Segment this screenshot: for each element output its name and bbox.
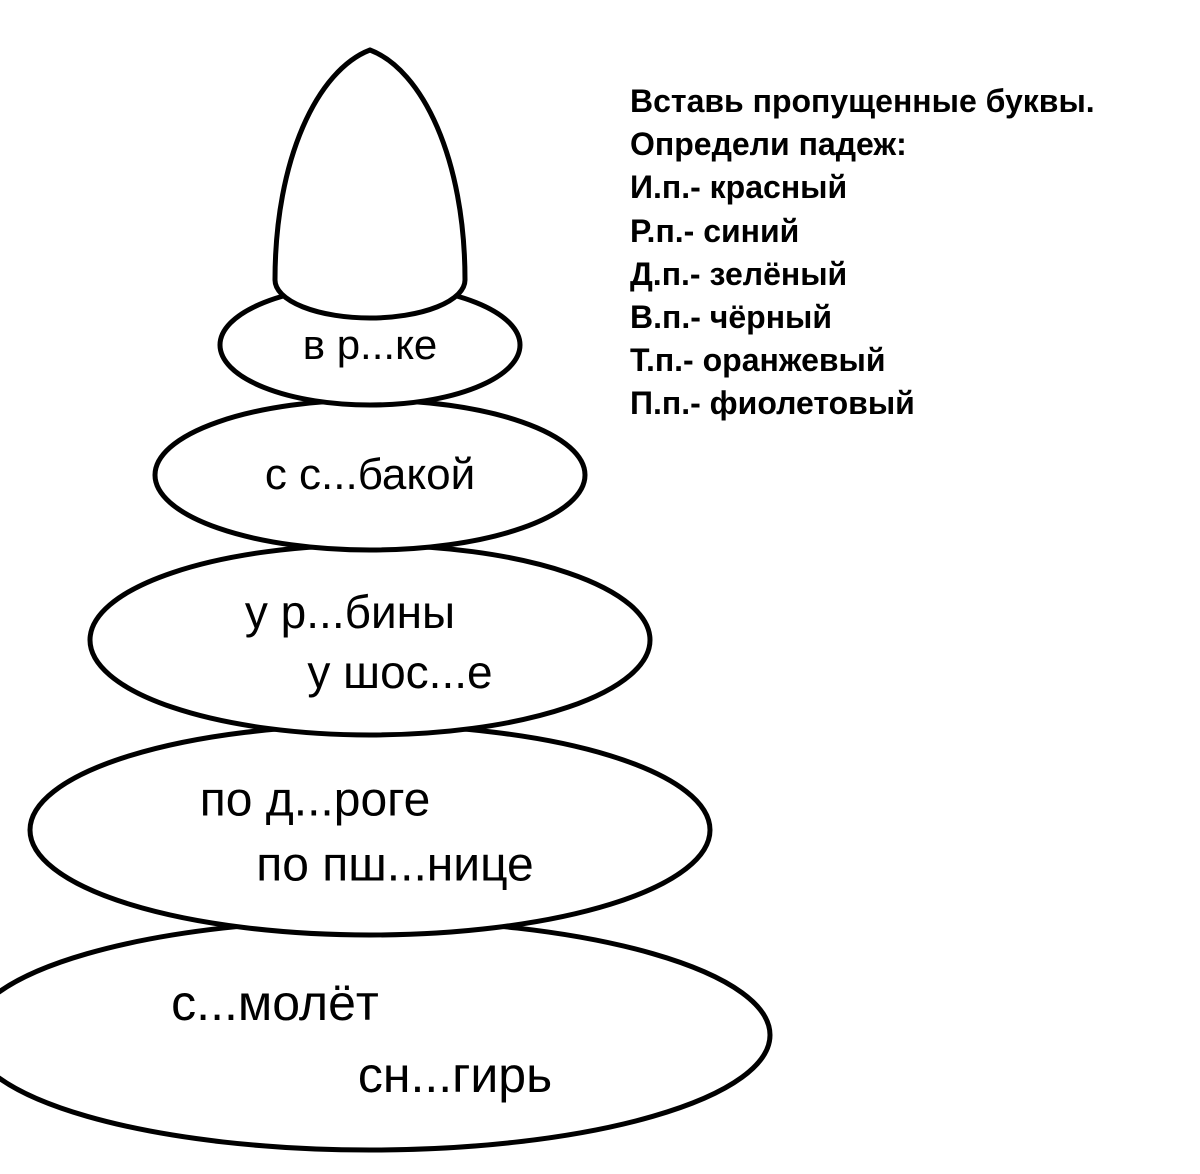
ring-5-label-1: сн...гирь: [358, 1046, 552, 1104]
ring-3-label-1: у шос...е: [307, 645, 492, 699]
ring-5-label-0: с...молёт: [171, 974, 379, 1032]
ring-4: [30, 725, 710, 935]
pyramid-top: [275, 50, 465, 318]
ring-2-label-0: с с...бакой: [265, 450, 475, 500]
worksheet-canvas: Вставь пропущенные буквы.Определи падеж:…: [0, 0, 1200, 1174]
ring-5: [0, 920, 770, 1150]
ring-4-label-1: по пш...нице: [256, 838, 534, 893]
ring-3: [90, 545, 650, 735]
ring-3-label-0: у р...бины: [245, 585, 455, 639]
ring-4-label-0: по д...роге: [200, 773, 431, 828]
ring-1-label-0: в р...ке: [303, 321, 438, 369]
